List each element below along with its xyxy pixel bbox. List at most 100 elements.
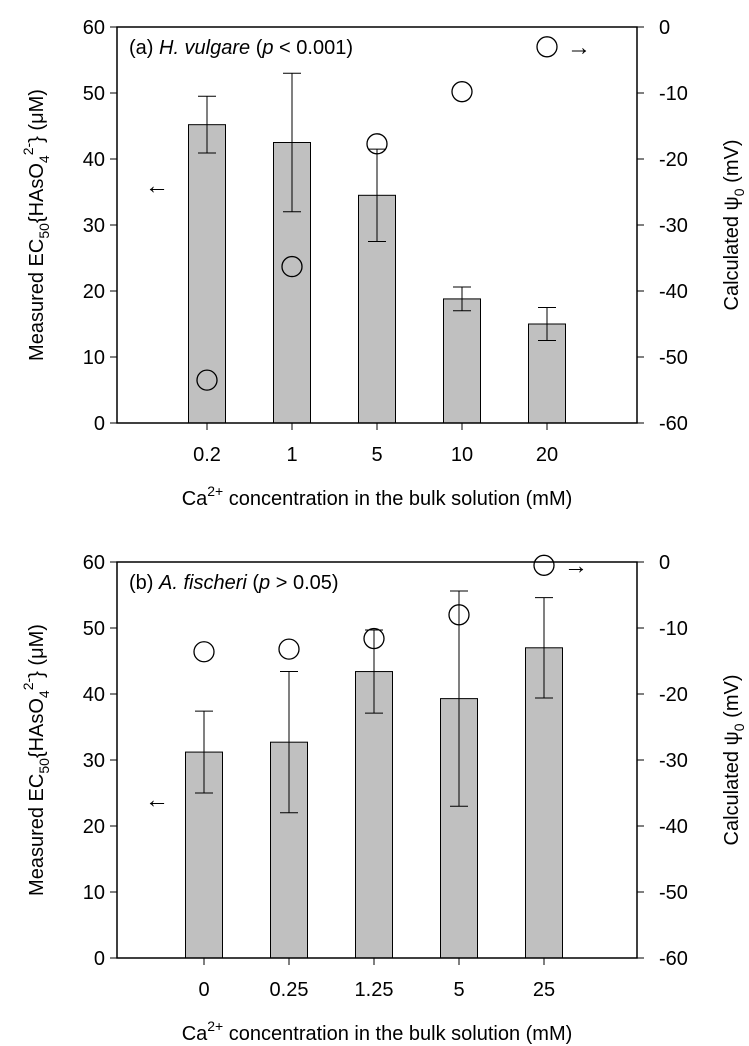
psi-marker [363,627,385,650]
panel-a-label-stat-var: p [261,37,273,59]
y-tick-label: 30 [83,750,105,772]
panel-a-ylabel-post: } (μM) [26,89,48,143]
panel-b-xlabel-pre: Ca [182,1023,208,1045]
bar [355,671,393,959]
y2-tick-label: -20 [659,684,688,706]
y-tick-label: 20 [83,281,105,303]
panel-a-label-stat-rest: < 0.001) [274,37,354,59]
x-tick-label: 0.25 [270,979,309,1001]
panel-b: 0 0.25 1.25 5 250102030405060-60-50-40-30-20… [20,552,747,1045]
y2-tick-label: 0 [659,552,670,574]
panel-b-xlabel-post: concentration in the bulk solution (mM) [223,1023,572,1045]
x-tick-label: 1 [286,444,297,466]
panel-b-label-stat-open: ( [247,572,260,594]
panel-a-y2label-post: (mV) [721,139,743,188]
y-tick-label: 40 [83,149,105,171]
panel-a-y2label-pre: Calculated ψ [721,196,743,310]
panel-a-marks: 0.2 1 5 10 20 0 10 20 30 40 50 60 -60 -50 -40 -30 -20 -10… [83,17,688,466]
panel-b-marks: 0 0.25 1.25 5 25 0 10 20 30 40 50 60 -60 -50 -40 -30 -20… [83,552,688,1001]
y-tick-label: 50 [83,618,105,640]
y2-tick-label: -40 [659,816,688,838]
panel-a: 0.2 1 5 10 200102030405060-60-50-40-30-20-10… [20,17,747,510]
psi-marker [278,638,300,660]
panel-a-label-prefix: (a) [129,37,159,59]
panel-a-xlabel-pre: Ca [182,488,208,510]
right-axis-arrow-icon: → [564,552,588,579]
y2-tick-label: 0 [659,17,670,39]
panel-a-label-species: H. vulgare [159,37,250,59]
y2-tick-label: -10 [659,83,688,105]
panel-b-ylabel-pre: Measured EC [26,774,48,896]
bar [525,647,563,959]
panel-a-y2label-sub: 0 [731,188,747,196]
panel-b-y2-axis-label: Calculated ψ0 (mV) [721,674,747,845]
y-tick-label: 20 [83,816,105,838]
psi-marker [448,604,470,626]
y-tick-label: 10 [83,882,105,904]
panel-b-label: (b) A. fischeri (p > 0.05) [129,572,339,594]
x-tick-label: 10 [451,444,473,466]
y2-tick-label: -50 [659,882,688,904]
psi-marker [536,36,558,58]
panel-b-label-species: A. fischeri [158,572,247,594]
left-axis-arrow-icon: ← [145,172,169,199]
panel-a-label: (a) H. vulgare (p < 0.001) [129,37,353,59]
y-tick-label: 60 [83,552,105,574]
panel-b-ylabel-sub2: 4 [36,690,52,698]
panel-b-y2label-sub: 0 [731,723,747,731]
panel-a-ylabel-sub2: 4 [36,155,52,163]
x-tick-label: 1.25 [355,979,394,1001]
x-tick-label: 20 [536,444,558,466]
y-tick-label: 40 [83,684,105,706]
panel-a-ylabel-sub: 50 [36,223,52,239]
psi-marker [533,554,555,576]
y-tick-label: 60 [83,17,105,39]
y2-tick-label: -60 [659,413,688,435]
panel-a-frame [116,26,638,424]
y2-tick-label: -50 [659,347,688,369]
y2-tick-label: -40 [659,281,688,303]
left-axis-arrow-icon: ← [145,787,169,814]
x-tick-label: 5 [453,979,464,1001]
panel-b-ylabel-sup: 2- [20,677,36,690]
panel-b-ylabel-mid: {HAsO [26,698,48,758]
panel-b-label-prefix: (b) [129,572,159,594]
panel-b-label-stat-var: p [258,572,270,594]
panel-b-ylabel-sub: 50 [36,758,52,774]
bar [443,298,481,424]
bar [188,124,226,424]
psi-marker [451,81,473,103]
x-tick-label: 25 [533,979,555,1001]
psi-marker [281,255,303,278]
right-axis-arrow-icon: → [567,34,591,61]
panel-a-label-stat-open: ( [250,37,263,59]
psi-marker [196,369,218,391]
panel-b-x-axis-label: Ca2+ concentration in the bulk solution … [182,1018,573,1045]
panel-b-y2label-pre: Calculated ψ [721,731,743,845]
panel-a-y2-axis-label: Calculated ψ0 (mV) [721,139,747,310]
panel-a-ylabel-pre: Measured EC [26,239,48,361]
panel-b-xlabel-sup: 2+ [207,1018,223,1034]
y2-tick-label: -10 [659,618,688,640]
panel-a-xlabel-sup: 2+ [207,483,223,499]
panel-a-ylabel-mid: {HAsO [26,163,48,223]
panel-a-y-axis-label: Measured EC50{HAsO42-} (μM) [20,89,52,361]
psi-marker [193,641,215,663]
panel-a-xlabel-post: concentration in the bulk solution (mM) [223,488,572,510]
y-tick-label: 0 [94,948,105,970]
y-tick-label: 50 [83,83,105,105]
y2-tick-label: -60 [659,948,688,970]
y2-tick-label: -30 [659,215,688,237]
panel-a-x-axis-label: Ca2+ concentration in the bulk solution … [182,483,573,510]
y2-tick-label: -30 [659,750,688,772]
y-tick-label: 0 [94,413,105,435]
x-tick-label: 0.2 [193,444,221,466]
panel-a-ylabel-sup: 2- [20,142,36,155]
x-tick-label: 5 [371,444,382,466]
panel-b-ylabel-post: } (μM) [26,624,48,678]
panel-b-frame [116,561,638,959]
y2-tick-label: -20 [659,149,688,171]
psi-marker [366,133,388,155]
y-tick-label: 30 [83,215,105,237]
